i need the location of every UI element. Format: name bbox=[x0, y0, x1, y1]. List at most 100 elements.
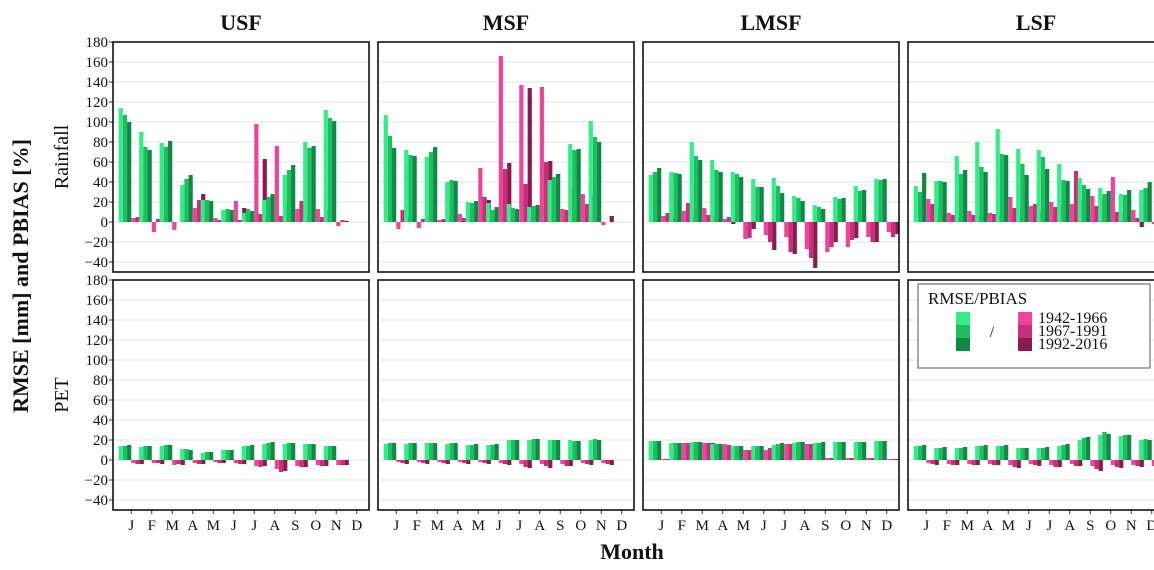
panel-border bbox=[642, 279, 900, 511]
bar-pbias-1992-2016 bbox=[221, 460, 226, 463]
bar-rmse-1967-1991 bbox=[551, 440, 557, 460]
bar-pbias-1967-1991 bbox=[319, 460, 325, 466]
x-tick-label: J bbox=[496, 518, 502, 534]
bar-pbias-1992-2016 bbox=[751, 222, 756, 229]
y-tick-label: 40 bbox=[93, 175, 108, 191]
bar-pbias-1942-1966 bbox=[274, 146, 279, 222]
bar-pbias-1992-2016 bbox=[895, 459, 900, 460]
bar-rmse-1942-1966 bbox=[771, 445, 776, 460]
bar-rmse-1992-2016 bbox=[127, 122, 132, 222]
bar-pbias-1942-1966 bbox=[213, 218, 218, 222]
bar-pbias-1967-1991 bbox=[991, 460, 997, 465]
bar-pbias-1942-1966 bbox=[315, 209, 320, 222]
bar-rmse-1942-1966 bbox=[547, 440, 552, 460]
bar-pbias-1967-1991 bbox=[523, 460, 528, 467]
bar-pbias-1967-1991 bbox=[217, 460, 222, 463]
x-tick-label: M bbox=[207, 518, 220, 534]
legend-key-rmse-1967-1991 bbox=[956, 325, 970, 338]
bar-rmse-1967-1991 bbox=[837, 199, 842, 222]
bar-pbias-1942-1966 bbox=[254, 460, 259, 466]
bar-rmse-1942-1966 bbox=[139, 132, 144, 222]
bar-rmse-1942-1966 bbox=[383, 444, 388, 460]
bar-rmse-1992-2016 bbox=[1086, 189, 1091, 222]
bar-pbias-1942-1966 bbox=[1131, 460, 1136, 465]
bar-rmse-1967-1991 bbox=[1102, 194, 1107, 222]
bar-rmse-1942-1966 bbox=[568, 144, 573, 222]
bar-pbias-1942-1966 bbox=[1151, 222, 1154, 224]
bar-rmse-1992-2016 bbox=[250, 211, 255, 222]
bar-rmse-1992-2016 bbox=[147, 446, 152, 460]
bar-rmse-1992-2016 bbox=[556, 440, 561, 460]
bar-rmse-1992-2016 bbox=[332, 121, 337, 222]
bar-pbias-1992-2016 bbox=[425, 460, 430, 464]
bar-pbias-1942-1966 bbox=[886, 459, 891, 460]
bar-rmse-1942-1966 bbox=[771, 178, 776, 222]
bar-rmse-1992-2016 bbox=[291, 165, 296, 222]
bar-pbias-1967-1991 bbox=[461, 460, 467, 463]
panel-border bbox=[907, 279, 1154, 511]
bar-rmse-1967-1991 bbox=[816, 207, 822, 222]
bar-pbias-1942-1966 bbox=[722, 444, 727, 460]
bar-pbias-1992-2016 bbox=[283, 460, 288, 471]
x-tick-label: J bbox=[781, 518, 787, 534]
bar-rmse-1967-1991 bbox=[327, 446, 333, 460]
bar-rmse-1992-2016 bbox=[983, 172, 988, 222]
bar-rmse-1992-2016 bbox=[1024, 175, 1029, 222]
bar-pbias-1967-1991 bbox=[135, 217, 140, 222]
bar-pbias-1967-1991 bbox=[543, 460, 549, 466]
bar-rmse-1992-2016 bbox=[209, 201, 214, 222]
bar-pbias-1992-2016 bbox=[792, 222, 797, 254]
bar-pbias-1967-1991 bbox=[584, 204, 590, 222]
x-tick-label: A bbox=[452, 518, 463, 534]
bar-pbias-1942-1966 bbox=[825, 458, 830, 460]
bar-rmse-1942-1966 bbox=[995, 129, 1000, 222]
bar-rmse-1967-1991 bbox=[592, 137, 598, 222]
bar-pbias-1942-1966 bbox=[804, 444, 809, 460]
bar-pbias-1967-1991 bbox=[217, 220, 222, 222]
bar-pbias-1942-1966 bbox=[437, 460, 442, 462]
bar-rmse-1967-1991 bbox=[1040, 157, 1046, 222]
bar-rmse-1967-1991 bbox=[1061, 445, 1066, 460]
bar-pbias-1992-2016 bbox=[1057, 460, 1062, 467]
bar-rmse-1967-1991 bbox=[143, 147, 148, 222]
bar-pbias-1942-1966 bbox=[1151, 460, 1154, 466]
y-tick-label: 80 bbox=[93, 135, 108, 151]
bar-rmse-1992-2016 bbox=[412, 443, 417, 460]
bar-pbias-1967-1991 bbox=[808, 444, 814, 460]
x-tick-label: J bbox=[1046, 518, 1052, 534]
legend-key-rmse-1992-2016 bbox=[956, 338, 970, 351]
panel-border bbox=[112, 279, 370, 511]
y-tick-label: −40 bbox=[85, 255, 108, 271]
bar-rmse-1967-1991 bbox=[1020, 448, 1025, 460]
bar-rmse-1942-1966 bbox=[424, 443, 429, 460]
bar-pbias-1942-1966 bbox=[987, 460, 992, 464]
bar-rmse-1967-1991 bbox=[1122, 435, 1128, 460]
bar-rmse-1942-1966 bbox=[139, 447, 144, 460]
bar-rmse-1967-1991 bbox=[734, 174, 740, 222]
bar-pbias-1942-1966 bbox=[926, 460, 931, 463]
bar-pbias-1942-1966 bbox=[743, 222, 748, 239]
bar-pbias-1942-1966 bbox=[498, 56, 503, 222]
bar-pbias-1992-2016 bbox=[262, 460, 267, 466]
bar-pbias-1992-2016 bbox=[1119, 460, 1124, 468]
bar-rmse-1992-2016 bbox=[535, 439, 540, 460]
bar-rmse-1942-1966 bbox=[853, 186, 858, 222]
bar-rmse-1992-2016 bbox=[1045, 169, 1050, 222]
bar-rmse-1967-1991 bbox=[693, 442, 699, 460]
bar-rmse-1942-1966 bbox=[527, 207, 532, 222]
bar-pbias-1942-1966 bbox=[274, 460, 279, 469]
bar-rmse-1942-1966 bbox=[648, 441, 653, 460]
bar-rmse-1992-2016 bbox=[332, 446, 337, 460]
bar-pbias-1967-1991 bbox=[605, 460, 610, 464]
bar-rmse-1967-1991 bbox=[225, 450, 230, 460]
bar-pbias-1967-1991 bbox=[1114, 460, 1120, 467]
bar-pbias-1942-1966 bbox=[763, 222, 768, 235]
y-tick-label: 180 bbox=[86, 273, 109, 289]
y-tick-label: 40 bbox=[93, 413, 108, 429]
legend-label: 1942-1966 bbox=[1038, 310, 1107, 327]
x-tick-label: S bbox=[556, 518, 564, 534]
bar-pbias-1967-1991 bbox=[1073, 171, 1079, 222]
bar-rmse-1967-1991 bbox=[408, 155, 413, 222]
bar-pbias-1967-1991 bbox=[971, 460, 976, 465]
